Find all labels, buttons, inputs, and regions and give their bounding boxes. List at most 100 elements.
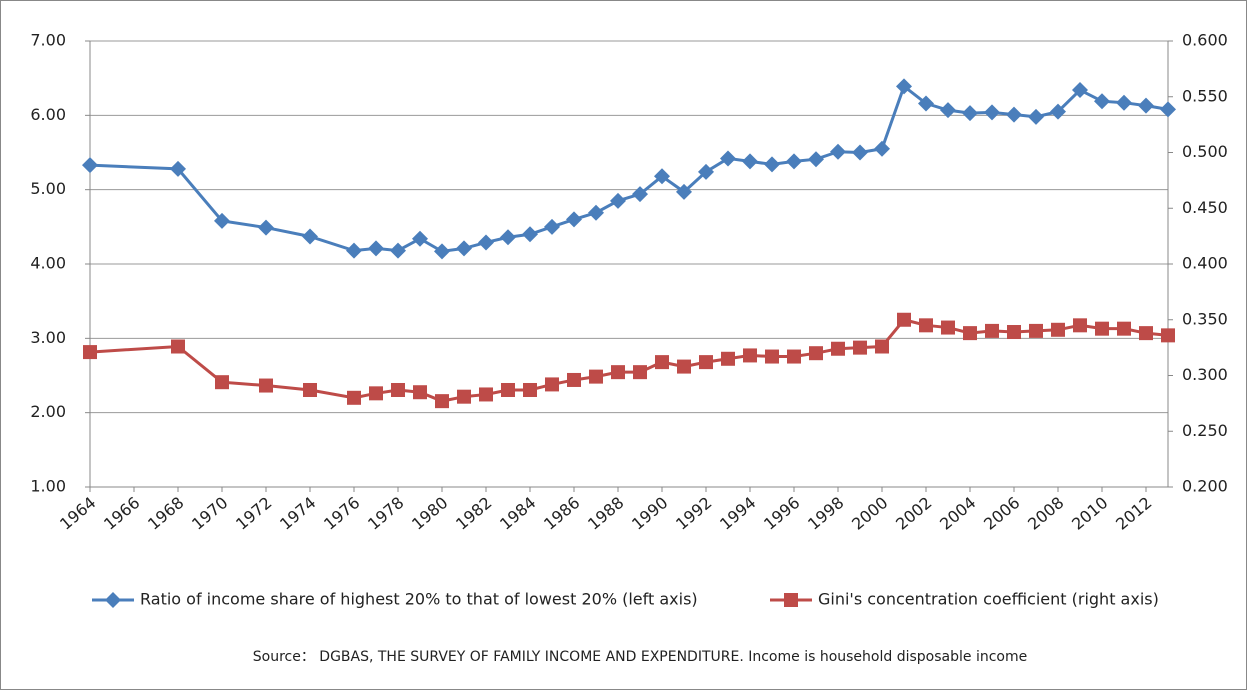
data-point <box>544 218 560 235</box>
data-point <box>809 346 823 361</box>
data-point <box>522 226 538 243</box>
data-point <box>390 242 406 259</box>
y-tick-label: 7.00 <box>30 31 66 50</box>
data-point <box>501 382 515 397</box>
legend-label: Ratio of income share of highest 20% to … <box>140 590 698 609</box>
data-point <box>918 95 934 112</box>
data-point <box>523 382 537 397</box>
data-point <box>479 387 493 402</box>
data-point <box>764 156 780 173</box>
data-point <box>1094 93 1110 110</box>
data-point <box>83 345 97 360</box>
data-point <box>853 340 867 355</box>
data-point <box>1138 97 1154 114</box>
data-point <box>919 318 933 333</box>
legend-label: Gini's concentration coefficient (right … <box>818 590 1159 609</box>
data-point <box>412 230 428 247</box>
data-point <box>259 378 273 393</box>
data-point <box>610 192 626 209</box>
data-point <box>677 359 691 374</box>
data-point <box>831 341 845 356</box>
data-point <box>346 242 362 259</box>
data-point <box>347 390 361 405</box>
data-point <box>655 355 669 370</box>
data-point <box>1051 322 1065 337</box>
data-point <box>1029 323 1043 338</box>
data-point <box>456 240 472 257</box>
data-point <box>435 394 449 409</box>
data-point <box>874 140 890 157</box>
data-point <box>743 348 757 363</box>
y2-tick-label: 0.600 <box>1182 31 1228 50</box>
data-point <box>1139 326 1153 341</box>
data-point <box>765 349 779 364</box>
y-tick-label: 6.00 <box>30 105 66 124</box>
data-point <box>698 163 714 180</box>
data-point <box>1072 82 1088 99</box>
data-point <box>786 153 802 170</box>
data-point <box>940 102 956 119</box>
data-point <box>82 157 98 174</box>
data-point <box>302 228 318 245</box>
source-note: Source： DGBAS, THE SURVEY OF FAMILY INCO… <box>253 649 1027 665</box>
y2-tick-label: 0.500 <box>1182 142 1228 161</box>
y2-tick-label: 0.350 <box>1182 309 1228 328</box>
y2-tick-label: 0.200 <box>1182 477 1228 496</box>
data-point <box>787 349 801 364</box>
data-point <box>589 369 603 384</box>
y2-tick-label: 0.550 <box>1182 86 1228 105</box>
data-point <box>170 160 186 177</box>
data-point <box>1095 321 1109 336</box>
data-point <box>457 389 471 404</box>
data-point <box>985 323 999 338</box>
data-point <box>391 382 405 397</box>
data-point <box>720 150 736 167</box>
data-point <box>171 339 185 354</box>
data-point <box>1028 108 1044 125</box>
data-point <box>566 211 582 228</box>
data-point <box>500 229 516 246</box>
data-point <box>699 355 713 370</box>
data-point <box>567 372 581 387</box>
data-point <box>1073 318 1087 333</box>
data-point <box>545 377 559 392</box>
data-point <box>1160 101 1176 118</box>
data-point <box>676 183 692 200</box>
data-point <box>852 144 868 161</box>
y2-tick-label: 0.400 <box>1182 254 1228 273</box>
data-point <box>588 204 604 221</box>
data-point <box>1116 94 1132 111</box>
data-point <box>258 219 274 236</box>
data-point <box>413 385 427 400</box>
data-point <box>1007 325 1021 340</box>
data-point <box>611 365 625 380</box>
data-point <box>478 234 494 251</box>
data-point <box>303 382 317 397</box>
data-point <box>1117 321 1131 336</box>
y2-tick-label: 0.250 <box>1182 421 1228 440</box>
data-point <box>1161 328 1175 343</box>
data-point <box>984 104 1000 121</box>
y2-tick-label: 0.300 <box>1182 365 1228 384</box>
data-point <box>215 375 229 390</box>
data-point <box>962 105 978 122</box>
data-point <box>654 168 670 185</box>
data-point <box>941 320 955 335</box>
data-point <box>434 243 450 260</box>
data-point <box>1050 103 1066 120</box>
y-tick-label: 5.00 <box>30 179 66 198</box>
y2-tick-label: 0.450 <box>1182 198 1228 217</box>
data-point <box>368 240 384 257</box>
data-point <box>214 212 230 229</box>
y-tick-label: 2.00 <box>30 402 66 421</box>
data-point <box>369 386 383 401</box>
data-point <box>1006 106 1022 123</box>
y-tick-label: 3.00 <box>30 328 66 347</box>
data-point <box>632 186 648 203</box>
y-tick-label: 4.00 <box>30 254 66 273</box>
data-point <box>963 326 977 341</box>
data-point <box>808 151 824 168</box>
data-point <box>830 143 846 160</box>
